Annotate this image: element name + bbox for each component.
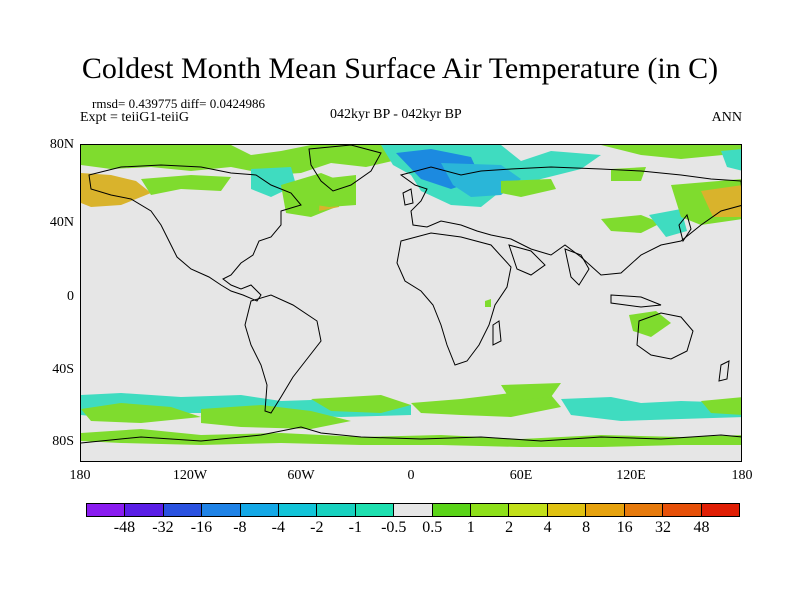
colorbar-label: 1 <box>466 519 475 536</box>
colorbar-swatch <box>586 504 625 516</box>
colorbar-label: 0.5 <box>422 519 443 536</box>
anomaly-region <box>701 185 741 217</box>
coastlines <box>81 145 741 444</box>
anomaly-region <box>721 149 741 171</box>
colorbar-swatch <box>701 504 739 516</box>
lat-tick-label: 40N <box>49 215 74 230</box>
japan-coast <box>678 213 692 243</box>
colorbar-label: -32 <box>152 519 174 536</box>
colorbar-label: 16 <box>616 519 633 536</box>
period-label: ANN <box>711 110 742 125</box>
lon-tick-label: 60E <box>509 468 533 483</box>
british-isles-coast <box>402 188 414 206</box>
eurasia-coast <box>399 166 741 276</box>
anomaly-region <box>303 175 356 207</box>
colorbar-swatch <box>240 504 280 516</box>
anomaly-region <box>611 167 646 181</box>
indonesia-coast <box>610 294 662 308</box>
stats-label: rmsd= 0.439775 diff= 0.0424986 <box>92 96 265 111</box>
lat-tick-label: 0 <box>67 289 74 304</box>
madagascar-coast <box>492 320 502 346</box>
colorbar-label: -0.5 <box>381 519 407 536</box>
lon-tick-label: 60W <box>287 468 315 483</box>
colorbar <box>86 503 740 517</box>
lat-tick-label: 40S <box>52 362 74 377</box>
colorbar-swatch <box>202 504 241 516</box>
lon-tick-label: 180 <box>69 468 91 483</box>
anomaly-region <box>629 311 671 337</box>
africa-coast <box>396 232 512 366</box>
map-canvas <box>81 145 741 447</box>
south-america-coast <box>244 294 322 414</box>
colorbar-swatch <box>355 504 395 516</box>
colorbar-swatch <box>87 504 126 516</box>
lon-tick-label: 120W <box>172 468 208 483</box>
anomaly-region <box>649 209 687 237</box>
india-coast <box>564 248 590 286</box>
lon-tick-label: 0 <box>407 468 415 483</box>
colorbar-label: 32 <box>655 519 672 536</box>
colorbar-swatch <box>394 504 433 516</box>
new-zealand-coast <box>718 360 730 382</box>
experiment-label: Expt = teiiG1-teiiG <box>80 110 189 125</box>
colorbar-swatch <box>432 504 472 516</box>
lat-tick-label: 80S <box>52 434 74 449</box>
colorbar-swatch <box>663 504 702 516</box>
colorbar-swatch <box>163 504 203 516</box>
colorbar-label: 2 <box>505 519 514 536</box>
anomaly-regions <box>81 145 741 447</box>
anomaly-region <box>81 173 151 207</box>
colorbar-label: -2 <box>310 519 324 536</box>
anomaly-region <box>561 397 741 421</box>
lat-tick-label: 80N <box>49 137 74 152</box>
colorbar-swatch <box>624 504 664 516</box>
lon-tick-label: 120E <box>616 468 646 483</box>
colorbar-swatch <box>509 504 548 516</box>
colorbar-swatch <box>547 504 587 516</box>
colorbar-swatch <box>317 504 356 516</box>
greenland-coast <box>308 145 382 192</box>
lon-tick-label: 180 <box>731 468 753 483</box>
colorbar-swatch <box>279 504 318 516</box>
colorbar-label: 8 <box>582 519 591 536</box>
anomaly-region <box>201 405 351 429</box>
anomaly-region <box>501 179 556 197</box>
arabia-coast <box>508 244 546 276</box>
colorbar-label: -8 <box>233 519 247 536</box>
colorbar-label: -4 <box>271 519 286 536</box>
anomaly-region <box>501 383 561 401</box>
colorbar-swatch <box>471 504 510 516</box>
anomaly-region <box>141 175 231 195</box>
colorbar-label: 4 <box>543 519 552 536</box>
colorbar-swatch <box>125 504 164 516</box>
anomaly-region <box>81 145 401 175</box>
anomaly-region <box>701 397 741 415</box>
anomaly-region <box>601 145 741 159</box>
colorbar-label: 48 <box>693 519 710 536</box>
colorbar-label: -16 <box>190 519 213 536</box>
anomaly-region <box>81 403 201 423</box>
anomaly-region <box>485 299 491 307</box>
colorbar-label: -1 <box>348 519 362 536</box>
australia-coast <box>636 312 694 360</box>
anomaly-region <box>601 215 661 233</box>
world-map <box>80 144 742 462</box>
anomaly-region <box>311 395 411 413</box>
antarctica-coast <box>81 426 741 444</box>
figure-title: Coldest Month Mean Surface Air Temperatu… <box>81 52 719 85</box>
colorbar-label: -48 <box>113 519 136 536</box>
center-label: 042kyr BP - 042kyr BP <box>330 107 462 122</box>
north-america-coast <box>88 164 302 302</box>
anomaly-region <box>81 429 741 447</box>
